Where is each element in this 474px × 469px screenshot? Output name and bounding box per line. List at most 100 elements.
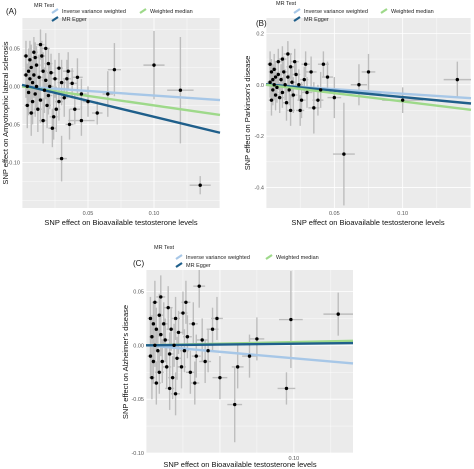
- panel-a-legend: MR Test Inverse variance weighted Weight…: [34, 3, 193, 23]
- panel-b-data-point: [277, 95, 282, 100]
- panel-c-legend-swatch-egger: [175, 262, 183, 268]
- panel-b-data-point: [268, 62, 272, 66]
- panel-b-data-point: [309, 70, 313, 74]
- panel-b-data-point: [276, 72, 280, 77]
- panel-c-x-tick-labels: 0.10: [288, 456, 299, 462]
- panel-c-data-point: [169, 327, 173, 331]
- panel-a-data-point: [57, 99, 61, 104]
- panel-b-data-point: [455, 77, 460, 82]
- panel-b-data-point: [366, 70, 371, 74]
- panel-a-data-point: [34, 84, 39, 89]
- panel-a-data-point: [95, 111, 99, 115]
- panel-a-data-point: [37, 75, 41, 79]
- panel-b-label: (B): [256, 19, 267, 28]
- panel-c-data-point: [148, 316, 153, 321]
- panel-a-data-point: [53, 77, 57, 81]
- panel-b-data-point: [271, 77, 275, 82]
- panel-c-data-point: [179, 365, 184, 369]
- panel-b-data-point: [318, 88, 323, 92]
- panel-c-data-point: [173, 392, 178, 396]
- panel-b-data-point: [321, 62, 326, 66]
- panel-c-legend-swatch-ivw: [175, 254, 183, 260]
- panel-a-data-point: [62, 96, 66, 100]
- panel-c-data-point: [255, 337, 259, 341]
- panel-b-data-point: [293, 59, 297, 64]
- panel-a-data-point: [79, 92, 84, 96]
- panel-c-data-point: [159, 332, 163, 337]
- panel-c-data-point: [159, 295, 163, 299]
- panel-c-data-point: [210, 327, 215, 331]
- panel-b-y-tick-label: 0.0: [256, 83, 264, 89]
- panel-c-data-point: [151, 322, 156, 326]
- panel-c-data-point: [162, 322, 166, 326]
- panel-b-legend-label-egger: MR Egger: [304, 17, 329, 23]
- panel-c-data-point: [206, 349, 210, 353]
- panel-b-legend-swatch-ivw: [293, 8, 301, 14]
- panel-b-data-point: [286, 75, 290, 79]
- panel-b-data-point: [290, 80, 294, 84]
- panel-b-x-axis-title: SNP effect on Bioavailable testosterone …: [291, 218, 444, 227]
- panel-a-data-point: [45, 103, 49, 108]
- panel-b-y-tick-labels: 0.2 0.0 -0.2 -0.4: [255, 31, 264, 191]
- panel-c-data-point: [233, 402, 237, 407]
- panel-b-line-egger: [265, 83, 472, 105]
- panel-c-y-axis-title: SNP effect on Alzheimer's disease: [121, 305, 130, 419]
- panel-a-legend-swatch-wmed: [139, 8, 147, 14]
- panel-a-x-tick-label: 0.05: [83, 211, 94, 217]
- panel-a-data-point: [32, 73, 36, 77]
- panel-c-data-point: [151, 359, 156, 364]
- panel-a-data-point: [40, 54, 44, 58]
- panel-a-data-point: [79, 118, 84, 123]
- panel-a-data-point: [33, 55, 37, 60]
- panel-b-data-point: [284, 101, 289, 105]
- panel-a-data-point: [33, 92, 37, 96]
- panel-c-data-point: [185, 335, 190, 339]
- panel-a-line-wmed: [21, 85, 221, 117]
- panel-b-data-point: [325, 75, 330, 79]
- panel-a-data-point: [24, 73, 28, 77]
- panel-a-mr-lines: [21, 83, 221, 134]
- panel-b-data-point: [288, 65, 293, 69]
- panel-a-x-tick-label: 0.10: [149, 211, 160, 217]
- panel-b-legend-swatch-wmed: [380, 8, 388, 14]
- panel-a-legend-swatch-ivw: [51, 8, 59, 14]
- panel-a-label: (A): [6, 7, 17, 16]
- panel-c-mr-lines: [145, 339, 354, 365]
- panel-c-data-point: [156, 349, 160, 353]
- panel-a-data-point: [36, 107, 40, 111]
- panel-a-data-point: [54, 107, 59, 111]
- panel-a-y-tick-label: 0.00: [9, 84, 20, 90]
- panel-b-data-point: [269, 70, 274, 74]
- panel-a-data-point: [86, 99, 90, 104]
- panel-a-data-point: [38, 98, 43, 102]
- panel-b-data-point: [400, 98, 405, 102]
- panel-b-data-point: [268, 80, 272, 84]
- panel-b-x-tick-label: 0.10: [397, 211, 408, 217]
- panel-c-line-egger: [145, 341, 354, 347]
- panel-b-gridlines: [265, 18, 472, 208]
- panel-b-data-point: [273, 75, 278, 79]
- panel-a-data-point: [38, 42, 43, 47]
- panel-b-data-point: [283, 83, 287, 87]
- panel-b-points: [268, 52, 460, 156]
- panel-c-x-tick-label: 0.10: [288, 456, 299, 462]
- panel-a-data-point: [198, 183, 202, 187]
- panel-a-y-tick-label: -0.05: [7, 122, 20, 128]
- panel-c-data-point: [184, 300, 188, 304]
- panel-b-data-point: [294, 72, 298, 77]
- panel-a-y-tick-labels: 0.05 0.00 -0.05 -0.10: [7, 46, 20, 166]
- panel-b-data-point: [273, 93, 278, 97]
- panel-a-data-point: [73, 107, 77, 111]
- panel-a-data-point: [44, 46, 48, 51]
- panel-a-data-point: [29, 65, 33, 70]
- panel-a-data-point: [66, 69, 70, 73]
- panel-c-data-point: [157, 370, 162, 374]
- panel-a-data-point: [48, 84, 52, 89]
- panel-a-legend-title: MR Test: [34, 3, 55, 9]
- panel-b-legend-label-wmed: Weighted median: [391, 9, 434, 15]
- panel-c-data-point: [197, 284, 201, 288]
- panel-c-data-point: [247, 354, 252, 358]
- panel-b-data-point: [342, 152, 346, 156]
- panel-b-data-point: [279, 77, 283, 82]
